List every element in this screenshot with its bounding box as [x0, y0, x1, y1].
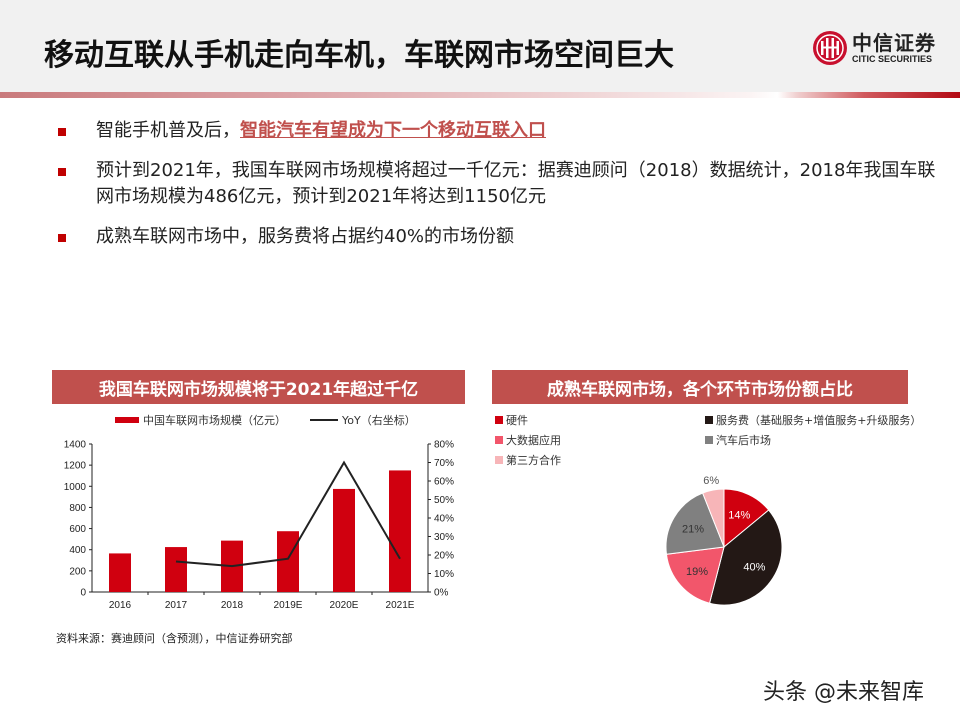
logo-chinese: 中信证券 — [852, 30, 936, 55]
legend-item-service: 服务费（基础服务+增值服务+升级服务） — [705, 412, 921, 428]
svg-text:20%: 20% — [434, 551, 454, 562]
watermark: 头条 @未来智库 — [763, 680, 924, 705]
legend-swatch-icon — [495, 416, 503, 424]
svg-text:6%: 6% — [703, 475, 719, 487]
bullet-item: 成熟车联网市场中，服务费将占据约40%的市场份额 — [58, 224, 938, 250]
page-title: 移动互联从手机走向车机，车联网市场空间巨大 — [44, 38, 674, 73]
bullet-item: 智能手机普及后，智能汽车有望成为下一个移动互联入口 — [58, 118, 938, 144]
bullet-item: 预计到2021年，我国车联网市场规模将超过一千亿元：据赛迪顾问（2018）数据统… — [58, 158, 938, 210]
legend-swatch-icon — [705, 416, 713, 424]
svg-text:200: 200 — [69, 566, 86, 577]
legend-label: 大数据应用 — [506, 434, 561, 447]
svg-text:50%: 50% — [434, 495, 454, 506]
bullet-text: 预计到2021年，我国车联网市场规模将超过一千亿元：据赛迪顾问（2018）数据统… — [96, 160, 936, 207]
legend-label: 硬件 — [506, 414, 528, 427]
citic-logo-icon — [813, 31, 847, 65]
svg-text:40%: 40% — [743, 561, 765, 573]
svg-text:600: 600 — [69, 524, 86, 535]
svg-text:400: 400 — [69, 545, 86, 556]
bullet-text: 成熟车联网市场中，服务费将占据约40%的市场份额 — [96, 226, 515, 247]
bullet-list: 智能手机普及后，智能汽车有望成为下一个移动互联入口 预计到2021年，我国车联网… — [58, 118, 938, 264]
svg-text:2016: 2016 — [109, 600, 132, 611]
svg-text:60%: 60% — [434, 477, 454, 488]
svg-text:0%: 0% — [434, 588, 449, 599]
source-note: 资料来源：赛迪顾问（含预测），中信证券研究部 — [56, 632, 293, 645]
svg-text:21%: 21% — [682, 524, 704, 536]
svg-text:10%: 10% — [434, 569, 454, 580]
legend-bar-label: 中国车联网市场规模（亿元） — [143, 414, 286, 427]
legend-swatch-icon — [495, 456, 503, 464]
svg-text:80%: 80% — [434, 440, 454, 451]
legend-line-label: YoY（右坐标） — [342, 414, 416, 427]
svg-text:800: 800 — [69, 503, 86, 514]
header-divider — [0, 92, 960, 98]
svg-text:2017: 2017 — [165, 600, 188, 611]
svg-text:2019E: 2019E — [274, 600, 303, 611]
legend-line-swatch-icon — [310, 419, 338, 421]
header-band — [0, 0, 960, 92]
svg-text:2021E: 2021E — [386, 600, 415, 611]
svg-text:1000: 1000 — [64, 482, 87, 493]
market-share-pie-chart: 14% 40% 19% 21% 6% — [665, 475, 783, 606]
svg-text:1400: 1400 — [64, 440, 87, 451]
svg-text:14%: 14% — [728, 509, 750, 521]
bullet-text: 智能手机普及后， — [96, 120, 240, 141]
bullet-square-icon — [58, 128, 66, 136]
legend-item-thirdparty: 第三方合作 — [495, 452, 561, 468]
svg-text:30%: 30% — [434, 532, 454, 543]
legend-label: 第三方合作 — [506, 454, 561, 467]
svg-text:2020E: 2020E — [330, 600, 359, 611]
logo-english: CITIC SECURITIES — [852, 53, 933, 64]
left-chart-title: 我国车联网市场规模将于2021年超过千亿 — [52, 370, 465, 404]
svg-text:1200: 1200 — [64, 461, 87, 472]
svg-text:0: 0 — [80, 588, 86, 599]
svg-text:70%: 70% — [434, 458, 454, 469]
bullet-highlight: 智能汽车有望成为下一个移动互联入口 — [240, 120, 546, 141]
legend-label: 服务费（基础服务+增值服务+升级服务） — [716, 414, 922, 427]
bullet-square-icon — [58, 168, 66, 176]
svg-text:19%: 19% — [686, 566, 708, 578]
citic-logo: 中信证券 CITIC SECURITIES — [812, 28, 936, 68]
legend-swatch-icon — [495, 436, 503, 444]
legend-item-bigdata: 大数据应用 — [495, 432, 561, 448]
bar-chart-legend: 中国车联网市场规模（亿元） YoY（右坐标） — [115, 412, 416, 428]
svg-text:40%: 40% — [434, 514, 454, 525]
legend-bar-swatch-icon — [115, 417, 139, 423]
svg-text:2018: 2018 — [221, 600, 244, 611]
legend-swatch-icon — [705, 436, 713, 444]
legend-item-aftermarket: 汽车后市场 — [705, 432, 771, 448]
legend-item-hardware: 硬件 — [495, 412, 528, 428]
legend-label: 汽车后市场 — [716, 434, 771, 447]
right-chart-title: 成熟车联网市场，各个环节市场份额占比 — [492, 370, 908, 404]
bullet-square-icon — [58, 234, 66, 242]
market-size-bar-chart: 0 200 400 600 800 1000 1200 1400 0% 10% 20% 30% 40% 5… — [64, 440, 454, 612]
